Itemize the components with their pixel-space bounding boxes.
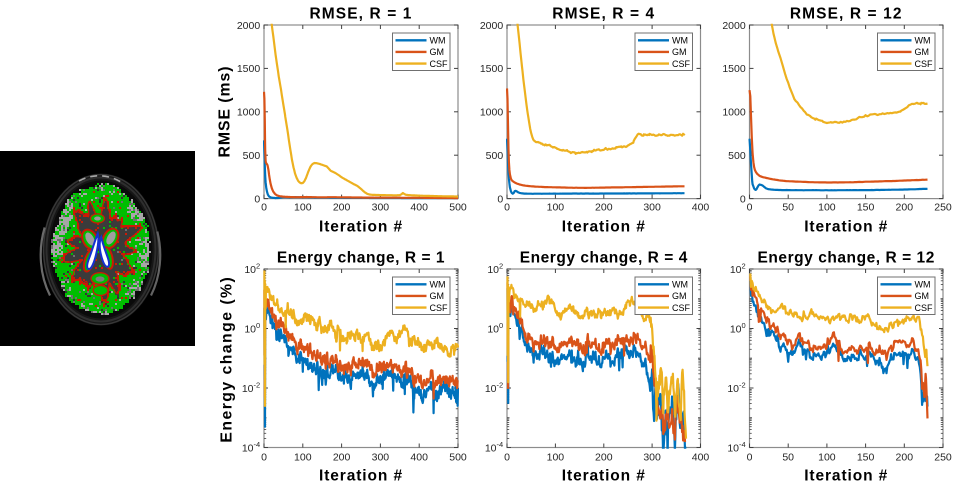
svg-text:500: 500 bbox=[243, 150, 261, 162]
svg-text:CSF: CSF bbox=[672, 303, 691, 313]
svg-text:GM: GM bbox=[915, 291, 930, 301]
svg-text:250: 250 bbox=[934, 452, 952, 464]
svg-text:0: 0 bbox=[504, 202, 510, 214]
svg-text:CSF: CSF bbox=[672, 59, 691, 69]
svg-text:1500: 1500 bbox=[480, 63, 504, 75]
svg-text:1000: 1000 bbox=[722, 107, 746, 119]
svg-text:GM: GM bbox=[430, 47, 445, 57]
svg-text:CSF: CSF bbox=[430, 59, 449, 69]
svg-text:WM: WM bbox=[672, 36, 688, 46]
svg-text:300: 300 bbox=[372, 202, 390, 214]
svg-text:WM: WM bbox=[430, 36, 446, 46]
svg-text:Energy change, R = 1: Energy change, R = 1 bbox=[277, 250, 445, 267]
svg-text:400: 400 bbox=[692, 452, 710, 464]
svg-text:Energy change, R = 12: Energy change, R = 12 bbox=[758, 250, 935, 267]
svg-text:100: 100 bbox=[818, 202, 836, 214]
svg-text:200: 200 bbox=[333, 202, 351, 214]
svg-text:2000: 2000 bbox=[480, 20, 504, 32]
svg-text:0: 0 bbox=[261, 202, 267, 214]
svg-text:0: 0 bbox=[747, 452, 753, 464]
svg-text:100: 100 bbox=[547, 202, 565, 214]
svg-text:500: 500 bbox=[449, 452, 467, 464]
svg-text:CSF: CSF bbox=[915, 303, 934, 313]
svg-text:WM: WM bbox=[672, 280, 688, 290]
svg-text:RMSE, R = 1: RMSE, R = 1 bbox=[310, 6, 413, 23]
svg-text:WM: WM bbox=[915, 280, 931, 290]
svg-text:Iteration #: Iteration # bbox=[804, 219, 888, 236]
svg-text:0: 0 bbox=[261, 452, 267, 464]
svg-text:WM: WM bbox=[915, 36, 931, 46]
svg-text:200: 200 bbox=[595, 202, 613, 214]
svg-text:0: 0 bbox=[254, 193, 260, 205]
svg-text:RMSE, R = 12: RMSE, R = 12 bbox=[790, 6, 903, 23]
svg-text:300: 300 bbox=[643, 202, 661, 214]
svg-text:100: 100 bbox=[294, 452, 312, 464]
svg-text:Iteration #: Iteration # bbox=[562, 468, 646, 485]
svg-text:1000: 1000 bbox=[480, 107, 504, 119]
svg-text:0: 0 bbox=[497, 193, 503, 205]
svg-text:200: 200 bbox=[896, 202, 914, 214]
svg-text:100: 100 bbox=[547, 452, 565, 464]
svg-text:100: 100 bbox=[294, 202, 312, 214]
svg-text:200: 200 bbox=[595, 452, 613, 464]
svg-text:Iteration #: Iteration # bbox=[319, 468, 403, 485]
svg-text:50: 50 bbox=[782, 202, 794, 214]
svg-text:200: 200 bbox=[896, 452, 914, 464]
svg-text:200: 200 bbox=[333, 452, 351, 464]
svg-text:1500: 1500 bbox=[722, 63, 746, 75]
svg-text:250: 250 bbox=[934, 202, 952, 214]
svg-text:1000: 1000 bbox=[237, 107, 261, 119]
svg-text:150: 150 bbox=[857, 452, 875, 464]
svg-text:Iteration #: Iteration # bbox=[804, 468, 888, 485]
svg-text:2000: 2000 bbox=[722, 20, 746, 32]
svg-text:GM: GM bbox=[430, 291, 445, 301]
svg-text:GM: GM bbox=[915, 47, 930, 57]
svg-text:Iteration #: Iteration # bbox=[562, 219, 646, 236]
svg-text:0: 0 bbox=[504, 452, 510, 464]
svg-text:300: 300 bbox=[643, 452, 661, 464]
svg-text:Iteration #: Iteration # bbox=[319, 219, 403, 236]
svg-text:RMSE (ms): RMSE (ms) bbox=[216, 66, 233, 158]
svg-text:400: 400 bbox=[410, 452, 428, 464]
svg-text:1500: 1500 bbox=[237, 63, 261, 75]
svg-text:150: 150 bbox=[857, 202, 875, 214]
svg-text:WM: WM bbox=[430, 280, 446, 290]
svg-text:RMSE, R = 4: RMSE, R = 4 bbox=[552, 6, 655, 23]
svg-text:GM: GM bbox=[672, 47, 687, 57]
svg-text:0: 0 bbox=[747, 202, 753, 214]
svg-text:100: 100 bbox=[818, 452, 836, 464]
svg-text:CSF: CSF bbox=[430, 303, 449, 313]
svg-text:Energy change, R = 4: Energy change, R = 4 bbox=[520, 250, 688, 267]
svg-text:400: 400 bbox=[692, 202, 710, 214]
svg-text:500: 500 bbox=[728, 150, 746, 162]
svg-text:Energy change (%): Energy change (%) bbox=[218, 276, 235, 443]
svg-text:CSF: CSF bbox=[915, 59, 934, 69]
svg-text:2000: 2000 bbox=[237, 20, 261, 32]
svg-text:400: 400 bbox=[410, 202, 428, 214]
svg-text:50: 50 bbox=[782, 452, 794, 464]
svg-text:GM: GM bbox=[672, 291, 687, 301]
svg-text:0: 0 bbox=[740, 193, 746, 205]
svg-text:500: 500 bbox=[449, 202, 467, 214]
svg-text:300: 300 bbox=[372, 452, 390, 464]
svg-text:500: 500 bbox=[486, 150, 504, 162]
